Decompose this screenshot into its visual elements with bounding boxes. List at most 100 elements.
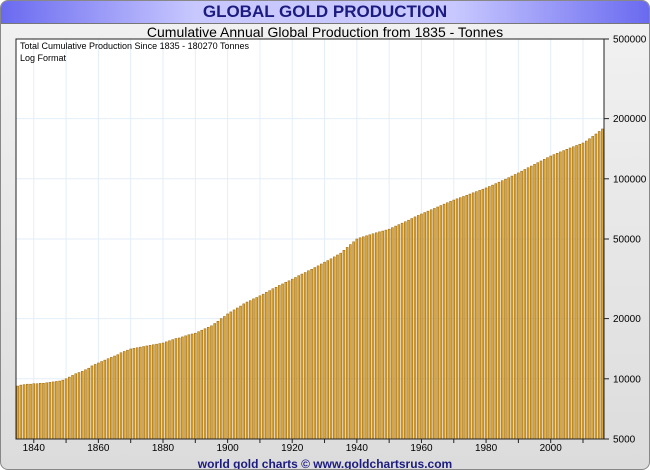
footer-credit: world gold charts © www.goldchartsrus.co… [197,457,453,470]
bar-1966 [439,205,443,440]
bar-1860 [97,362,100,440]
bar-1987 [507,177,510,440]
bar-1841 [35,383,39,440]
bar-1905 [242,303,246,440]
bar-2012 [588,138,591,440]
bar-1962 [426,210,430,440]
bar-1881 [164,341,168,440]
bar-1938 [349,244,352,440]
bar-1848 [58,380,61,440]
bar-1850 [64,378,68,440]
bar-1902 [232,309,236,440]
bar-2008 [575,145,578,440]
bar-1993 [526,167,530,440]
bar-1955 [404,221,407,440]
bar-1942 [362,236,365,440]
bar-1953 [397,224,401,440]
total-production-note: Total Cumulative Production Since 1835 -… [20,41,249,51]
bar-1882 [168,340,171,440]
bar-1973 [462,196,465,440]
bar-1878 [155,343,158,440]
bar-1985 [500,180,504,440]
y-tick-label: 100000 [613,174,647,185]
bar-1937 [345,247,349,440]
bar-1886 [181,336,184,440]
bar-1871 [132,348,136,440]
y-tick-label: 10000 [613,374,641,385]
bar-1861 [100,361,103,440]
header-bar: GLOBAL GOLD PRODUCTION [1,1,649,24]
y-tick-label: 5000 [613,435,636,446]
bar-2000 [549,155,552,440]
bar-1956 [407,219,410,440]
bar-1951 [391,227,394,440]
bar-1897 [216,320,220,440]
bar-1932 [329,258,333,440]
bar-1970 [452,199,456,440]
bar-1980 [484,187,488,440]
bar-1835 [16,385,19,440]
bar-1943 [365,235,368,440]
bar-1927 [313,267,317,440]
bar-1982 [491,184,494,440]
bar-1912 [265,291,268,440]
bar-1836 [19,384,23,440]
bar-1838 [26,383,29,440]
bar-1960 [420,213,423,440]
bar-1954 [400,222,404,440]
bar-2013 [591,136,594,440]
bar-1986 [504,178,507,440]
bar-1916 [278,285,281,440]
bar-1899 [223,316,226,440]
bar-1922 [297,275,300,440]
bar-1885 [177,337,181,440]
bar-2014 [594,133,598,440]
x-tick-label: 1960 [410,443,433,454]
bar-1918 [284,281,288,440]
bar-1903 [236,307,239,440]
bar-1930 [323,261,326,440]
bar-1837 [22,384,26,440]
bar-1931 [326,260,330,440]
x-tick-label: 1840 [23,443,46,454]
bar-1959 [416,215,420,440]
bar-1875 [145,345,149,440]
bar-1847 [55,381,58,440]
bar-1981 [488,186,491,440]
bar-1858 [90,365,94,440]
bar-1926 [310,268,313,440]
bar-1913 [268,290,271,440]
bar-1857 [87,367,90,440]
bar-1991 [520,170,523,440]
bar-1928 [316,265,320,440]
bar-1923 [300,273,304,440]
bar-1965 [436,206,439,440]
bar-2001 [552,154,556,440]
bar-2011 [584,140,588,440]
bar-1983 [494,183,498,440]
bar-1968 [446,202,449,440]
bar-1909 [255,297,258,440]
bar-1907 [248,300,252,440]
x-tick-label: 1880 [152,443,175,454]
bar-1917 [281,283,284,440]
bar-1920 [290,278,294,440]
bar-1901 [229,311,233,440]
bar-1947 [378,231,381,440]
bar-1984 [497,181,501,440]
bar-1868 [122,351,126,440]
bar-1950 [387,228,391,440]
bar-1872 [135,347,139,440]
bar-2003 [559,151,562,440]
bar-1839 [29,383,32,440]
bar-1845 [48,382,52,440]
bar-1978 [478,190,481,440]
bar-1856 [84,369,87,440]
x-tick-label: 1900 [216,443,239,454]
bar-1852 [71,375,74,440]
bar-1890 [194,332,197,440]
bar-1948 [381,230,384,440]
bar-1957 [410,218,414,440]
bar-1864 [110,357,113,440]
